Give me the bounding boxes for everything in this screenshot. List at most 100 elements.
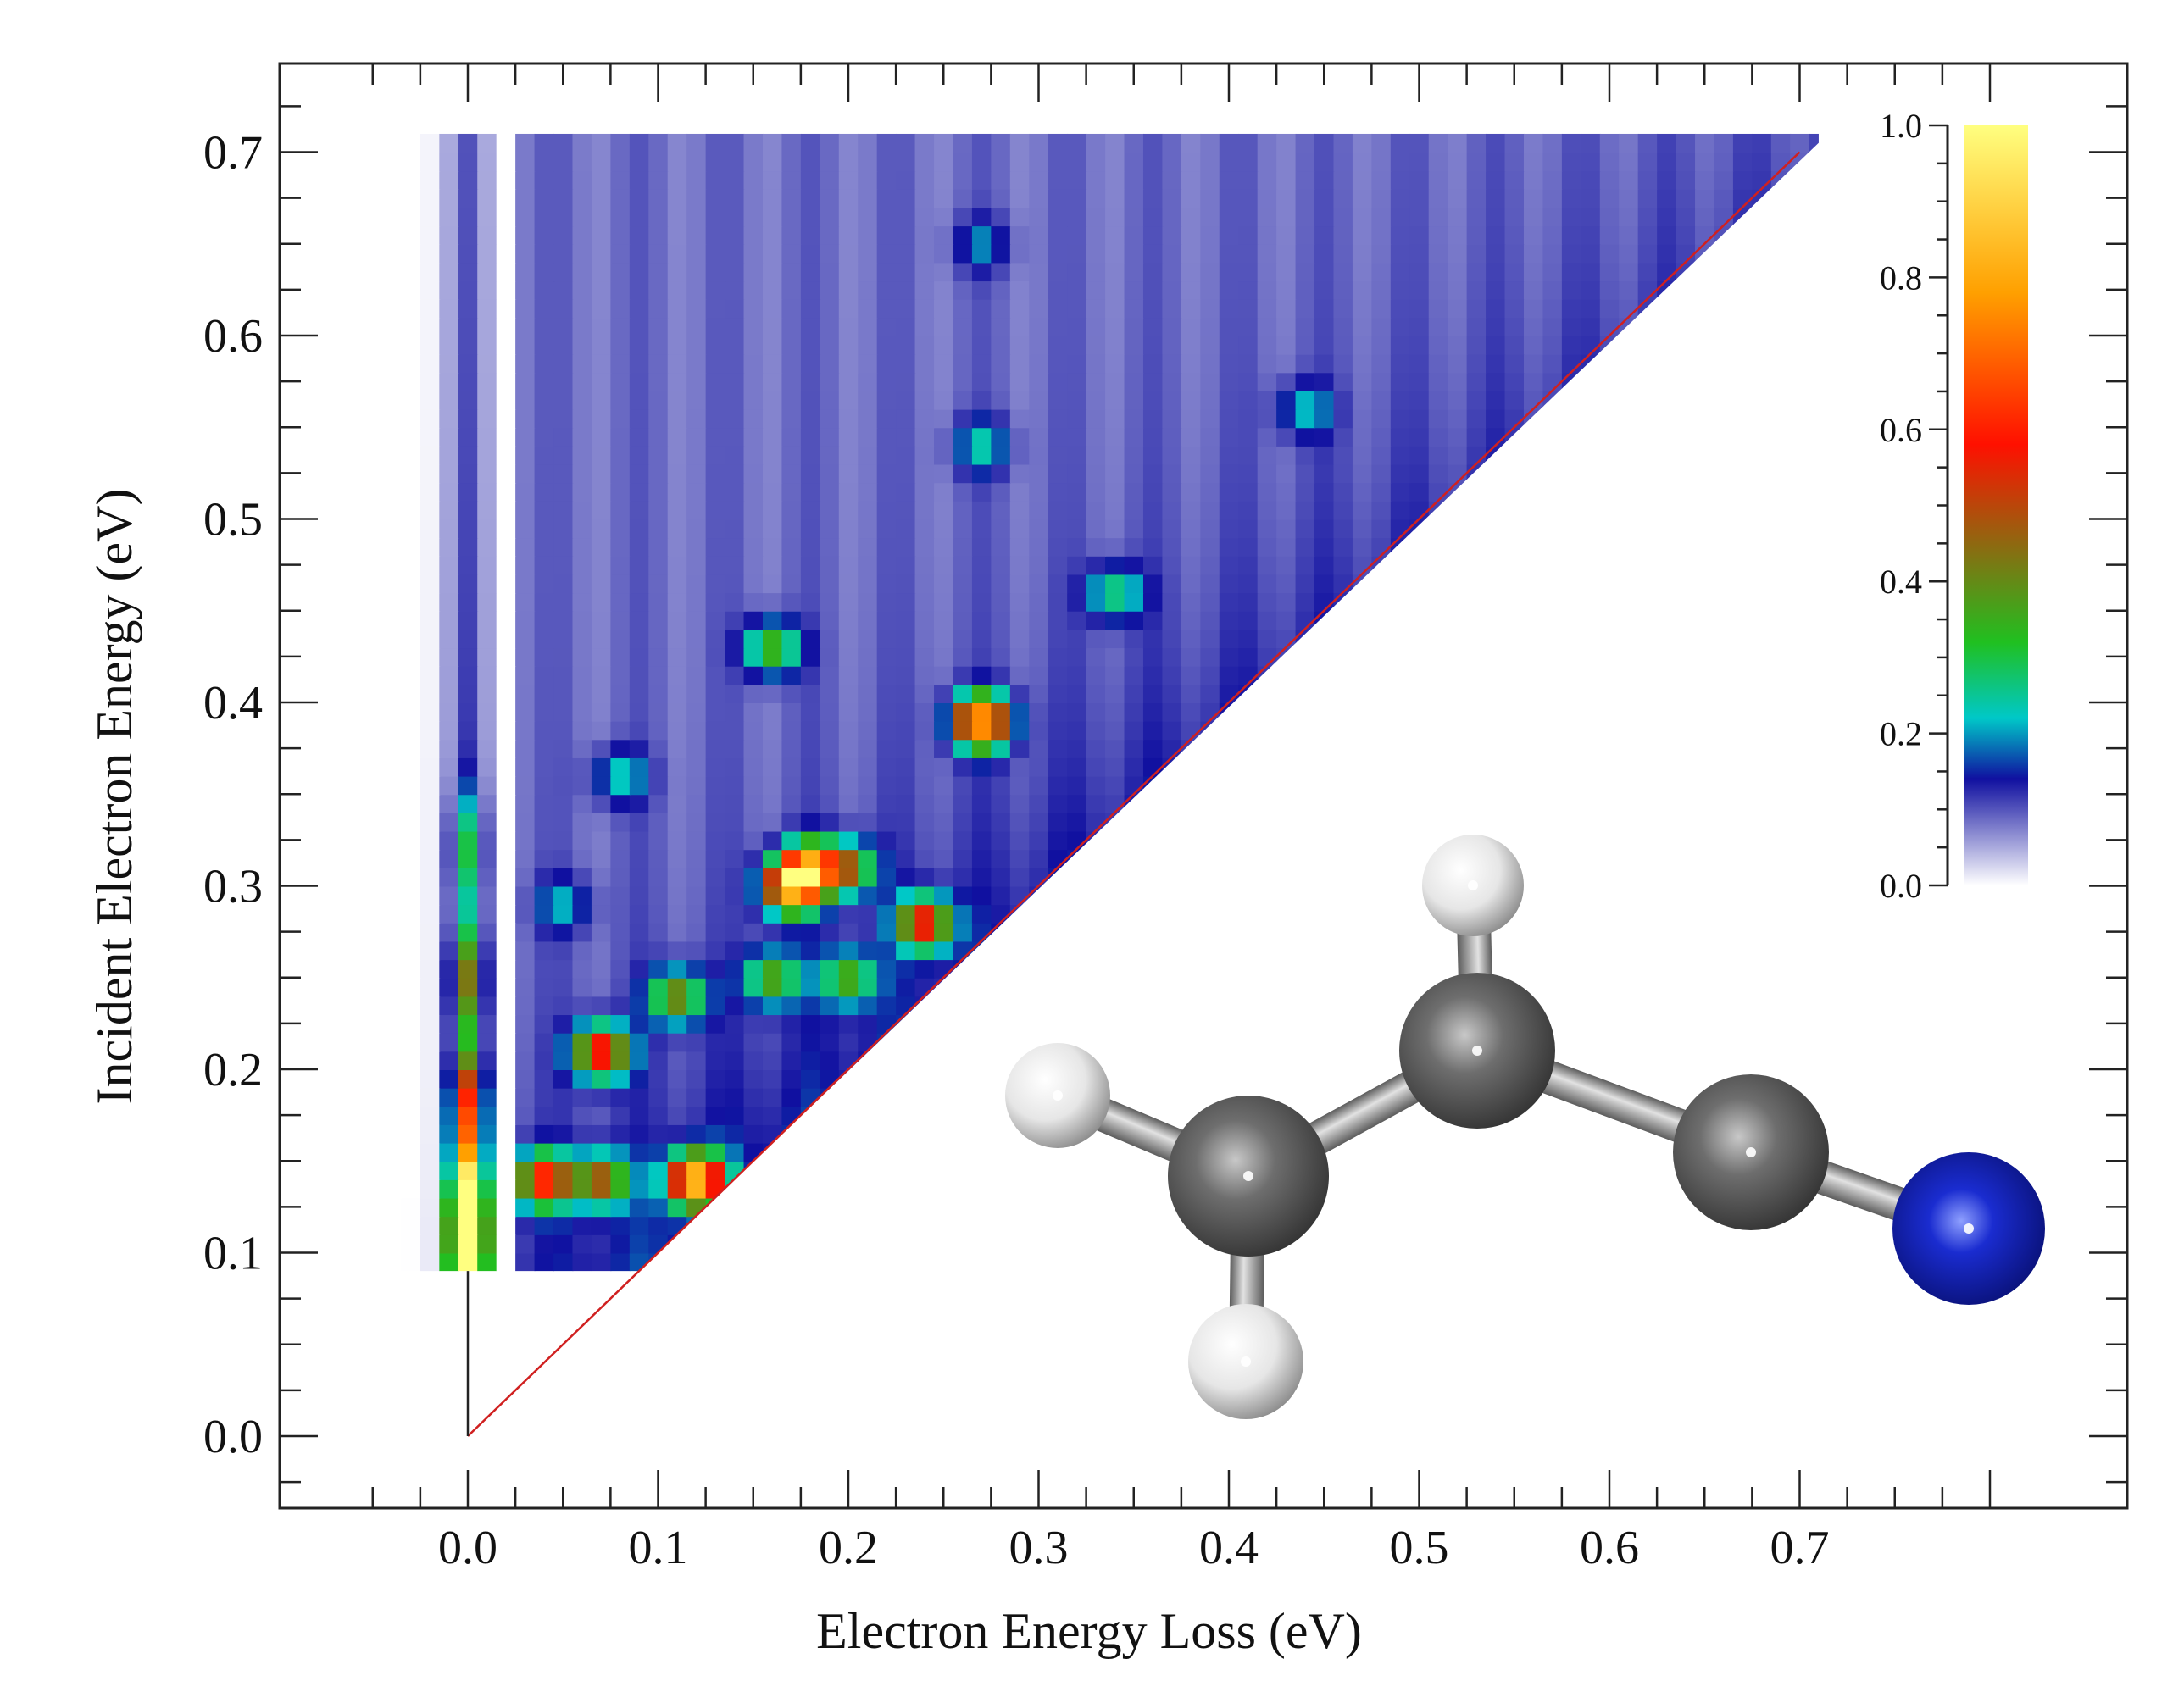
heatmap-cell [800, 225, 821, 245]
heatmap-cell [1142, 225, 1164, 245]
heatmap-cell [820, 702, 840, 722]
heatmap-cell [838, 1051, 859, 1070]
heatmap-cell [1486, 262, 1506, 282]
heatmap-cell [781, 684, 802, 703]
heatmap-cell [1523, 298, 1544, 319]
heatmap-cell [534, 188, 555, 208]
heatmap-cell [1371, 519, 1392, 539]
heatmap-cell [572, 1234, 592, 1254]
heatmap-cell [1067, 555, 1087, 575]
heatmap-cell [686, 353, 707, 374]
heatmap-cell [1276, 537, 1297, 557]
heatmap-cell [1619, 207, 1639, 227]
heatmap-cell [1029, 739, 1049, 758]
heatmap-cell [439, 317, 459, 336]
heatmap-cell [458, 317, 479, 336]
heatmap-cell [420, 684, 441, 703]
heatmap-cell [991, 537, 1011, 557]
heatmap-cell [515, 1179, 536, 1199]
heatmap-cell [572, 775, 592, 796]
heatmap-cell [876, 298, 897, 319]
heatmap-cell [439, 500, 459, 520]
heatmap-cell [1219, 500, 1240, 520]
heatmap-cell [1314, 336, 1335, 355]
heatmap-cell [876, 519, 897, 539]
heatmap-cell [1029, 280, 1049, 300]
heatmap-cell [781, 720, 802, 741]
heatmap-cell [1238, 629, 1259, 649]
colorbar-ticks: 0.00.20.40.60.81.0 [1880, 107, 1948, 905]
heatmap-cell [496, 207, 517, 227]
heatmap-cell [953, 757, 973, 777]
heatmap-cell [591, 849, 612, 868]
heatmap-cell [591, 298, 612, 319]
heatmap-cell [858, 830, 878, 851]
heatmap-cell [420, 427, 441, 447]
heatmap-cell [705, 1142, 726, 1162]
heatmap-cell [591, 629, 612, 649]
heatmap-cell [1276, 353, 1297, 374]
heatmap-cell [591, 133, 612, 153]
heatmap-cell [629, 940, 650, 961]
heatmap-cell [572, 390, 592, 410]
heatmap-cell [781, 280, 802, 300]
heatmap-cell [648, 1216, 669, 1235]
heatmap-cell [534, 500, 555, 520]
heatmap-cell [1295, 390, 1316, 410]
heatmap-cell [610, 170, 631, 190]
heatmap-cell [1124, 702, 1144, 722]
heatmap-cell [914, 336, 936, 355]
heatmap-cell [858, 977, 878, 997]
heatmap-cell [914, 555, 936, 575]
heatmap-cell [1124, 629, 1144, 649]
heatmap-cell [705, 812, 726, 832]
heatmap-cell [953, 830, 973, 851]
heatmap-cell [610, 574, 631, 594]
heatmap-cell [534, 1216, 555, 1235]
heatmap-cell [876, 629, 897, 649]
heatmap-cell [420, 739, 441, 758]
heatmap-cell [953, 739, 973, 758]
heatmap-cell [420, 1123, 441, 1144]
heatmap-cell [477, 757, 497, 777]
heatmap-cell [1200, 243, 1220, 264]
heatmap-cell [496, 647, 517, 667]
atom-highlight [1472, 1046, 1482, 1056]
heatmap-cell [591, 152, 612, 172]
heatmap-cell [496, 684, 517, 703]
heatmap-cell [610, 1234, 631, 1254]
heatmap-cell [1086, 408, 1107, 429]
heatmap-cell [934, 885, 954, 906]
heatmap-cell [553, 1252, 574, 1272]
heatmap-cell [648, 885, 669, 906]
heatmap-cell [705, 482, 726, 502]
heatmap-cell [800, 1087, 821, 1107]
heatmap-cell [572, 610, 592, 630]
heatmap-cell [743, 152, 764, 172]
heatmap-cell [800, 170, 821, 190]
heatmap-cell [743, 243, 764, 264]
heatmap-cell [1295, 280, 1316, 300]
heatmap-cell [477, 720, 497, 741]
heatmap-cell [648, 922, 669, 942]
heatmap-cell [1200, 298, 1220, 319]
heatmap-cell [914, 757, 936, 777]
heatmap-cell [858, 702, 878, 722]
heatmap-cell [610, 1087, 631, 1107]
heatmap-cell [781, 977, 802, 997]
heatmap-cell [953, 372, 973, 391]
heatmap-cell [496, 610, 517, 630]
heatmap-cell [1371, 537, 1392, 557]
heatmap-cell [953, 225, 973, 245]
heatmap-cell [1314, 592, 1335, 612]
heatmap-cell [1695, 225, 1715, 245]
heatmap-cell [1619, 225, 1639, 245]
heatmap-cell [1009, 408, 1031, 429]
heatmap-cell [477, 390, 497, 410]
heatmap-cell [876, 977, 897, 997]
heatmap-cell [725, 977, 745, 997]
heatmap-cell [477, 225, 497, 245]
heatmap-cell [1599, 243, 1620, 264]
heatmap-cell [800, 940, 821, 961]
heatmap-cell [591, 445, 612, 465]
